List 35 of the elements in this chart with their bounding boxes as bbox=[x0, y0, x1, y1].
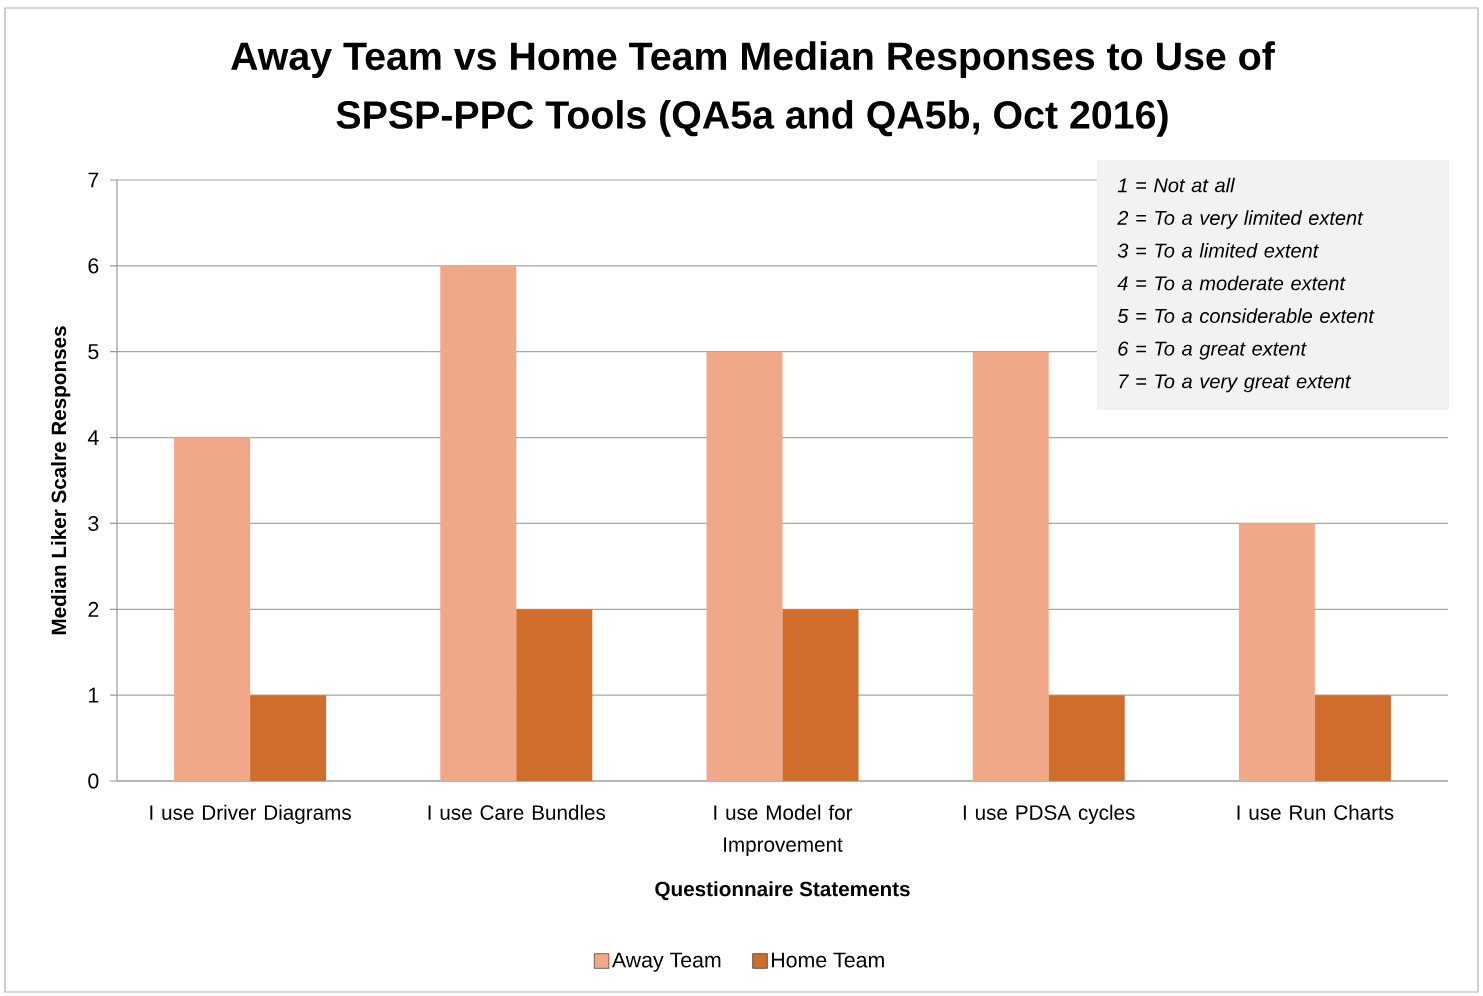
y-tick-label: 0 bbox=[88, 773, 99, 789]
y-tick-label: 1 bbox=[89, 687, 99, 703]
y-tick-label: 5 bbox=[88, 344, 99, 360]
bar bbox=[972, 351, 1049, 781]
annotation: 2 = To a very limited extent bbox=[1117, 210, 1364, 229]
x-tick-label: I use Care Bundles bbox=[428, 804, 606, 820]
y-axis-title: Median Liker Scalre Responses bbox=[51, 326, 71, 635]
y-tick-label: 7 bbox=[88, 172, 99, 188]
annotation: 3 = To a limited extent bbox=[1117, 243, 1319, 258]
bar bbox=[782, 609, 859, 781]
x-tick-label: I use PDSA cycles bbox=[963, 804, 1135, 824]
bar bbox=[1048, 695, 1125, 781]
y-tick-label: 6 bbox=[88, 258, 99, 274]
bar bbox=[706, 351, 783, 781]
x-tick-label: I use Driver Diagrams bbox=[150, 804, 351, 824]
chart-title: Away Team vs Home Team Median Responses to Use of SPSP-PPC Tools (QA5a and QA5b, Oct 2016) bbox=[231, 41, 1275, 137]
x-tick-label: I use Run Charts bbox=[1237, 804, 1394, 820]
legend-label: Home Team bbox=[772, 952, 884, 968]
annotation: 6 = To a great extent bbox=[1118, 341, 1307, 360]
annotation: 1 = Not at all bbox=[1117, 177, 1235, 193]
y-tick-label: 3 bbox=[88, 515, 99, 531]
x-axis-title: Questionnaire Statements bbox=[655, 881, 910, 901]
legend-label: Away Team bbox=[611, 952, 721, 972]
bar bbox=[440, 265, 517, 781]
bar bbox=[250, 695, 327, 781]
bar bbox=[516, 609, 593, 781]
bar bbox=[1238, 523, 1315, 781]
annotation: 7 = To a very great extent bbox=[1119, 374, 1352, 393]
annotation: 4 = To a moderate extent bbox=[1117, 275, 1346, 291]
y-tick-label: 4 bbox=[87, 430, 99, 445]
x-tick-label: I use Model for Improvement bbox=[714, 804, 853, 856]
bar bbox=[174, 437, 251, 781]
bar bbox=[1314, 695, 1391, 781]
annotation: 5 = To a considerable extent bbox=[1117, 308, 1375, 324]
y-tick-label: 2 bbox=[88, 601, 99, 617]
